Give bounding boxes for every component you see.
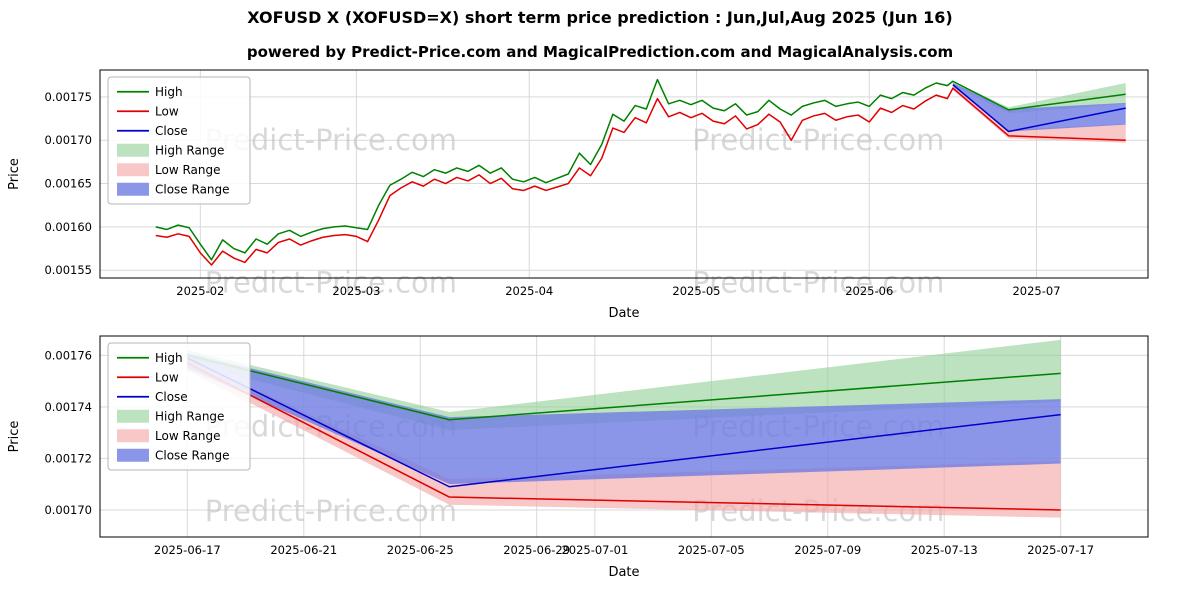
series-high-line — [155, 78, 1126, 261]
plot-border — [99, 69, 1149, 279]
legend-item-label: Low — [155, 104, 179, 118]
band-close-range — [187, 352, 1061, 485]
watermark-text: Predict-Price.com — [205, 266, 457, 300]
price-forecast-chart: Predict-Price.comPredict-Price.comPredic… — [7, 335, 1149, 580]
legend: High Low Close High Range Low Range Close Ran… — [107, 76, 251, 205]
watermark-text: Predict-Price.com — [205, 494, 457, 528]
watermark-text: Predict-Price.com — [692, 266, 944, 300]
legend-item-label: High Range — [155, 409, 224, 423]
legend-item-label: Low Range — [155, 163, 220, 177]
legend-item-label: Close — [155, 124, 188, 138]
x-tick-label: 2025-07-01 — [561, 543, 628, 557]
legend-swatch-band — [117, 143, 149, 157]
legend-swatch-band — [117, 163, 149, 177]
y-tick-label: 0.00170 — [44, 133, 92, 147]
legend-item-label: High — [155, 85, 183, 99]
watermark-text: Predict-Price.com — [692, 123, 944, 157]
series-low-line — [186, 362, 1061, 511]
legend: High Low Close High Range Low Range Close Ran… — [107, 342, 251, 471]
y-tick-label: 0.00155 — [44, 263, 92, 277]
legend-item-label: Close Range — [155, 448, 230, 462]
x-tick-label: 2025-06-25 — [387, 543, 454, 557]
band-low-range — [952, 86, 1126, 143]
x-tick-label: 2025-06-21 — [270, 543, 337, 557]
x-tick-label: 2025-07 — [1012, 284, 1060, 298]
y-tick-label: 0.00160 — [44, 220, 92, 234]
x-tick-label: 2025-02 — [176, 284, 224, 298]
y-tick-label: 0.00165 — [44, 177, 92, 191]
x-axis-label: Date — [608, 306, 639, 321]
y-tick-label: 0.00172 — [44, 451, 92, 465]
page-subtitle: powered by Predict-Price.com and Magical… — [246, 43, 954, 61]
x-tick-label: 2025-04 — [505, 284, 553, 298]
x-tick-label: 2025-07-09 — [794, 543, 861, 557]
axis-tick-labels: 2025-02 2025-03 2025-04 2025-05 2025-06 2025-… — [44, 90, 1060, 298]
x-tick-label: 2025-07-13 — [911, 543, 978, 557]
legend-item-label: Close — [155, 390, 188, 404]
axis-tick-labels: 2025-06-17 2025-06-21 2025-06-25 2025-06-29… — [44, 348, 1094, 557]
legend-item-label: Low — [155, 370, 179, 384]
y-tick-label: 0.00175 — [44, 90, 92, 104]
plot-border — [99, 335, 1149, 538]
y-tick-label: 0.00176 — [44, 348, 92, 362]
legend-item-label: High — [155, 351, 183, 365]
legend-swatch-band — [117, 182, 149, 196]
price-history-chart: Predict-Price.com Predict-Price.com Predic… — [7, 69, 1149, 321]
legend-swatch-band — [117, 429, 149, 443]
x-tick-label: 2025-07-17 — [1027, 543, 1094, 557]
series-low-line — [155, 87, 1126, 266]
x-tick-label: 2025-06 — [845, 284, 893, 298]
legend-item-label: Close Range — [155, 182, 230, 196]
page-title: XOFUSD X (XOFUSD=X) short term price pre… — [247, 8, 953, 27]
legend-item-label: Low Range — [155, 429, 220, 443]
x-tick-label: 2025-06-29 — [503, 543, 570, 557]
band-low-range — [187, 357, 1061, 518]
series-high-line — [187, 354, 1061, 421]
band-close-range — [952, 83, 1126, 132]
y-axis-label: Price — [7, 421, 22, 453]
x-tick-label: 2025-06-17 — [154, 543, 221, 557]
legend-item-label: High Range — [155, 143, 224, 157]
x-axis-label: Date — [608, 565, 639, 580]
y-axis-label: Price — [7, 158, 22, 190]
series-close-line — [952, 84, 1126, 133]
legend-swatch-band — [117, 448, 149, 462]
legend-swatch-band — [117, 409, 149, 423]
x-tick-label: 2025-07-05 — [678, 543, 745, 557]
series-close-line — [187, 357, 1061, 488]
y-tick-label: 0.00170 — [44, 503, 92, 517]
x-tick-label: 2025-05 — [672, 284, 720, 298]
x-tick-label: 2025-03 — [332, 284, 380, 298]
y-tick-label: 0.00174 — [44, 400, 92, 414]
